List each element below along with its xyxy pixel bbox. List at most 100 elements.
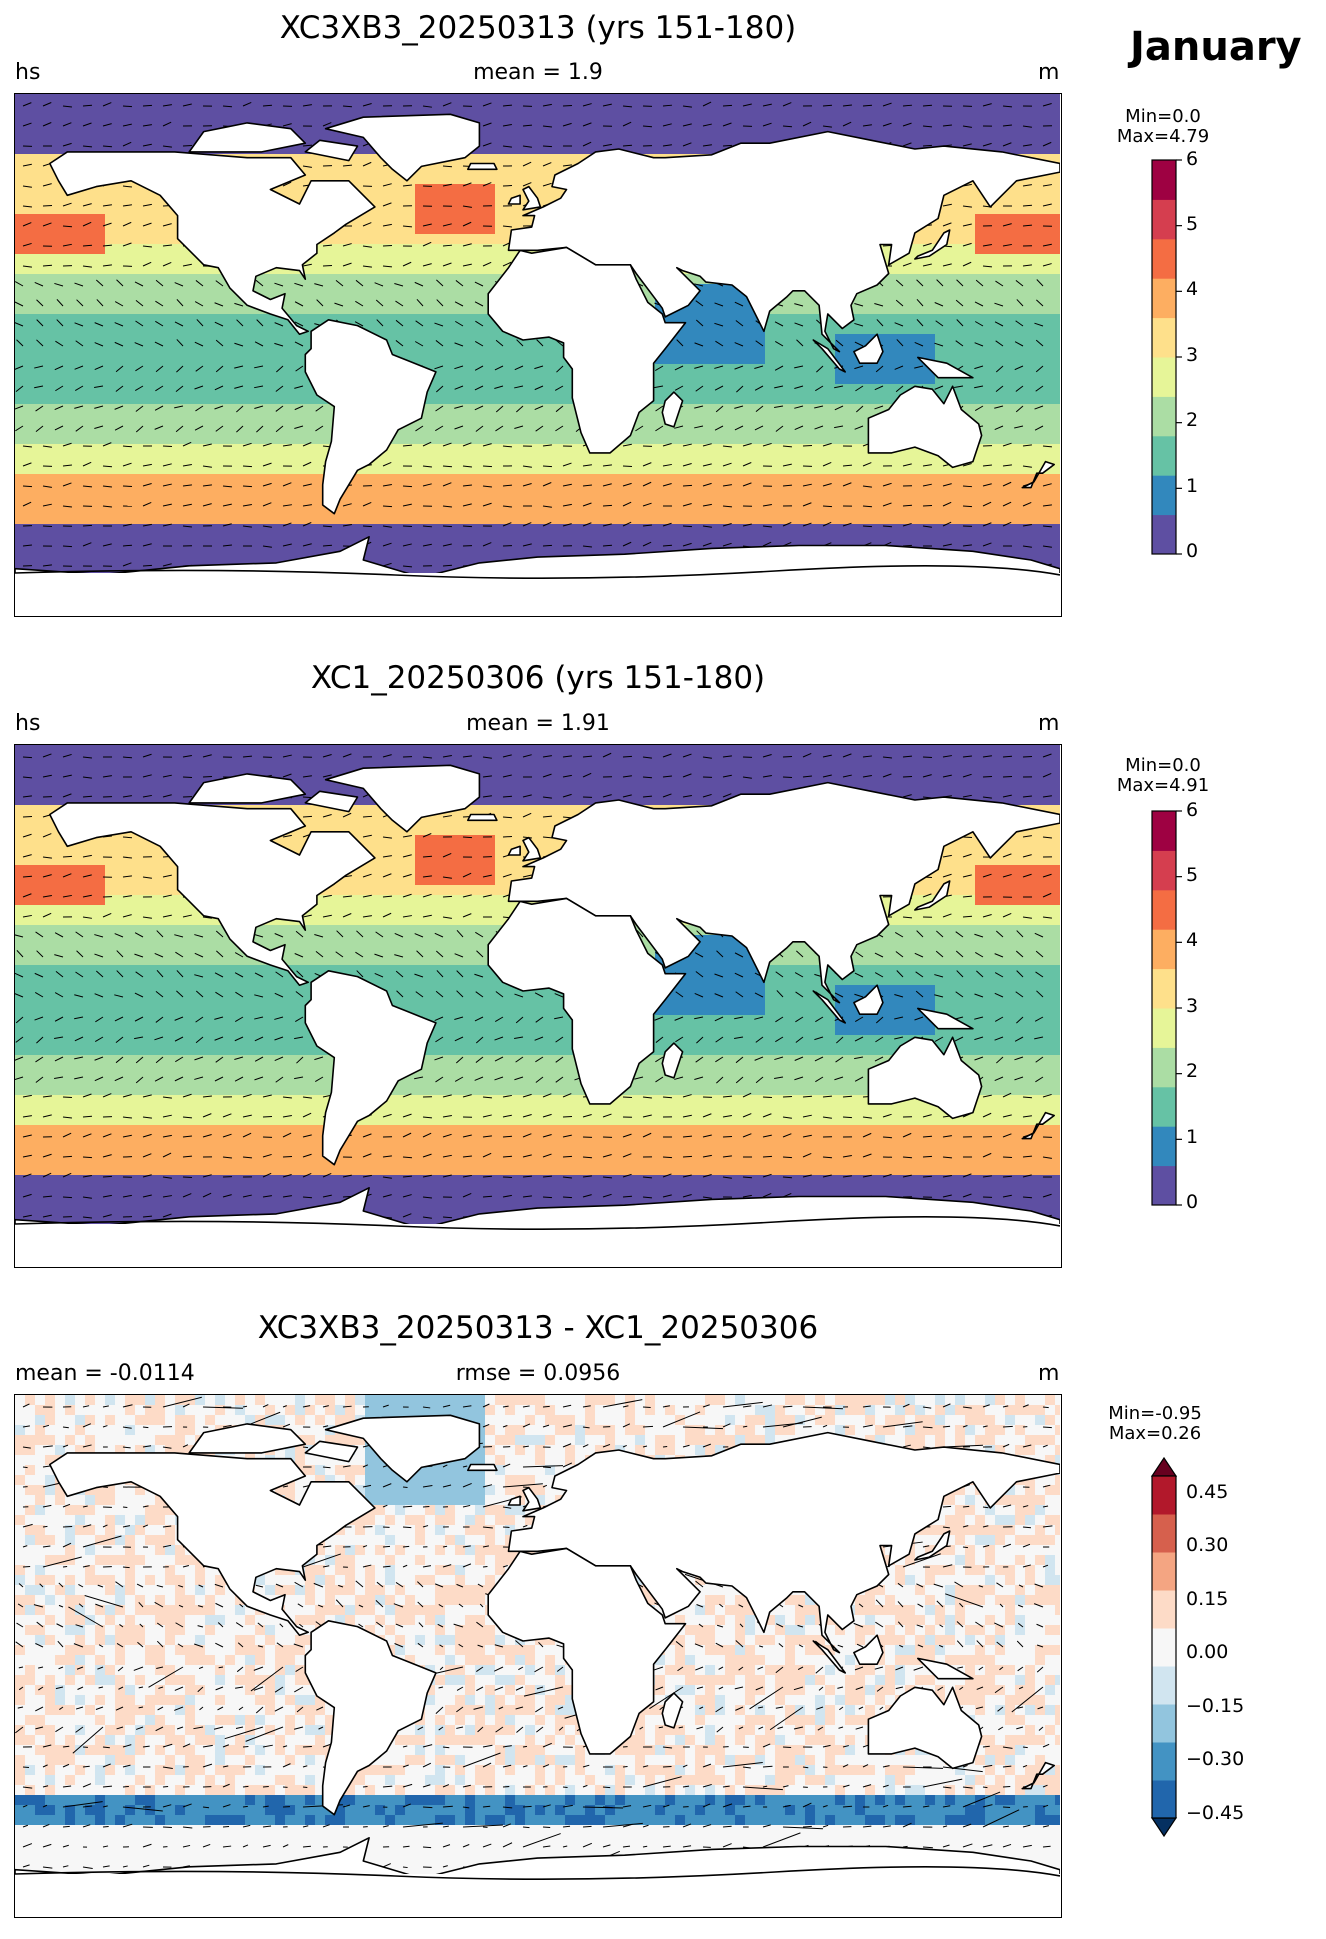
panel-2-mean-label: mean = 1.91 (466, 711, 610, 736)
panel-3-title: XC3XB3_20250313 - XC1_20250306 (258, 1310, 818, 1346)
colorbar-segment (1152, 1704, 1176, 1743)
landmass (188, 1423, 307, 1454)
landmass (914, 1530, 951, 1561)
panel-2-map (14, 744, 1062, 1268)
landmass (304, 319, 437, 515)
land-masks (15, 113, 1060, 615)
panel-2-max: Max=4.91 (1108, 776, 1218, 796)
panel-2-minmax: Min=0.0 Max=4.91 (1108, 756, 1218, 796)
colorbar-segment (1152, 1666, 1176, 1705)
cbar-3-tick-0: −0.45 (1186, 1802, 1244, 1824)
colorbar-extend-min (1150, 1817, 1178, 1838)
antarctica-coastline (15, 565, 1060, 579)
cbar-3-tick-4: 0.15 (1186, 1588, 1228, 1610)
landmass (48, 151, 376, 335)
colorbar-segment (1152, 850, 1176, 891)
landmass (507, 781, 1060, 1004)
panel-2-variable-label: hs (15, 711, 40, 736)
landmass (522, 1486, 542, 1512)
landmass (324, 1414, 481, 1483)
cbar-2-tick-6: 6 (1186, 799, 1198, 821)
landmass (466, 162, 498, 171)
landmass (487, 897, 687, 1105)
landmass (916, 356, 974, 379)
cbar-2-tick-5: 5 (1186, 864, 1198, 886)
landmass (812, 990, 847, 1024)
landmass (867, 1036, 983, 1120)
colorbar-segment (1152, 1628, 1176, 1667)
colorbar-segment (1152, 1780, 1176, 1819)
colorbar-segment (1152, 1126, 1176, 1167)
landmass (914, 229, 951, 260)
cbar-1-tick-2: 2 (1186, 409, 1198, 431)
landmass (507, 130, 1060, 353)
panel-1-colorbar (1151, 159, 1182, 555)
colorbar-segment (1152, 1552, 1176, 1591)
colorbar-segment (1152, 199, 1176, 240)
landmass (304, 1440, 359, 1463)
landmass (522, 185, 542, 211)
colorbar-extend-max (1150, 1456, 1178, 1477)
cbar-2-tick-4: 4 (1186, 929, 1198, 951)
landmass (188, 122, 307, 153)
landmass (1021, 1111, 1055, 1140)
panel-1-colorbar-ticks: 6 5 4 3 2 1 0 (1186, 148, 1226, 564)
panel-2-unit-label: m (1038, 711, 1059, 736)
panel-3-minmax: Min=-0.95 Max=0.26 (1100, 1404, 1210, 1444)
landmass (507, 194, 521, 205)
colorbar-segment (1152, 1590, 1176, 1629)
panel-2-title: XC1_20250306 (yrs 151-180) (311, 660, 765, 696)
antarctica-fill (15, 573, 1060, 615)
landmass (324, 113, 481, 182)
cbar-3-tick-2: −0.15 (1186, 1695, 1244, 1717)
colorbar-segment (1152, 1047, 1176, 1088)
panel-2-min: Min=0.0 (1108, 756, 1218, 776)
landmass (324, 764, 481, 833)
colorbar-segment (1152, 317, 1176, 358)
cbar-3-tick-3: 0.00 (1186, 1641, 1228, 1663)
landmass (466, 1463, 498, 1472)
cbar-1-tick-4: 4 (1186, 278, 1198, 300)
cbar-2-tick-1: 1 (1186, 1126, 1198, 1148)
colorbar-segment (1152, 1742, 1176, 1781)
panel-1-map (14, 93, 1062, 617)
landmass (853, 984, 884, 1016)
landmass (812, 1640, 847, 1674)
cbar-1-tick-1: 1 (1186, 475, 1198, 497)
landmass (661, 391, 684, 428)
panel-3-colorbar (1150, 1456, 1178, 1838)
landmass (661, 1042, 684, 1079)
landmass (507, 1495, 521, 1506)
cbar-2-tick-2: 2 (1186, 1060, 1198, 1082)
landmass (188, 773, 307, 804)
colorbar-segment (1152, 889, 1176, 930)
cbar-2-tick-3: 3 (1186, 995, 1198, 1017)
landmass (304, 1620, 437, 1816)
cbar-3-tick-5: 0.30 (1186, 1534, 1228, 1556)
landmass (304, 790, 359, 813)
antarctica-fill (15, 1224, 1060, 1266)
cbar-1-tick-5: 5 (1186, 213, 1198, 235)
panel-2-colorbar-ticks: 6 5 4 3 2 1 0 (1186, 799, 1226, 1215)
panel-3-max: Max=0.26 (1100, 1424, 1210, 1444)
landmass (853, 1634, 884, 1666)
landmass (1021, 1761, 1055, 1790)
landmass (661, 1692, 684, 1729)
landmass (466, 813, 498, 822)
cbar-1-tick-6: 6 (1186, 148, 1198, 170)
landmass (914, 880, 951, 911)
panel-3-min: Min=-0.95 (1100, 1404, 1210, 1424)
landmass (48, 802, 376, 986)
panel-1-max: Max=4.79 (1108, 127, 1218, 147)
landmass (916, 1007, 974, 1030)
panel-1-variable-label: hs (15, 60, 40, 85)
colorbar-segment (1152, 1476, 1176, 1515)
antarctica-coastline (15, 1866, 1060, 1880)
landmass (304, 139, 359, 162)
panel-1-mean-label: mean = 1.9 (473, 60, 603, 85)
landmass (48, 1452, 376, 1636)
landmass (487, 246, 687, 454)
panel-2-colorbar (1151, 810, 1182, 1206)
panel-1-title: XC3XB3_20250313 (yrs 151-180) (280, 10, 797, 46)
panel-1-minmax: Min=0.0 Max=4.79 (1108, 107, 1218, 147)
